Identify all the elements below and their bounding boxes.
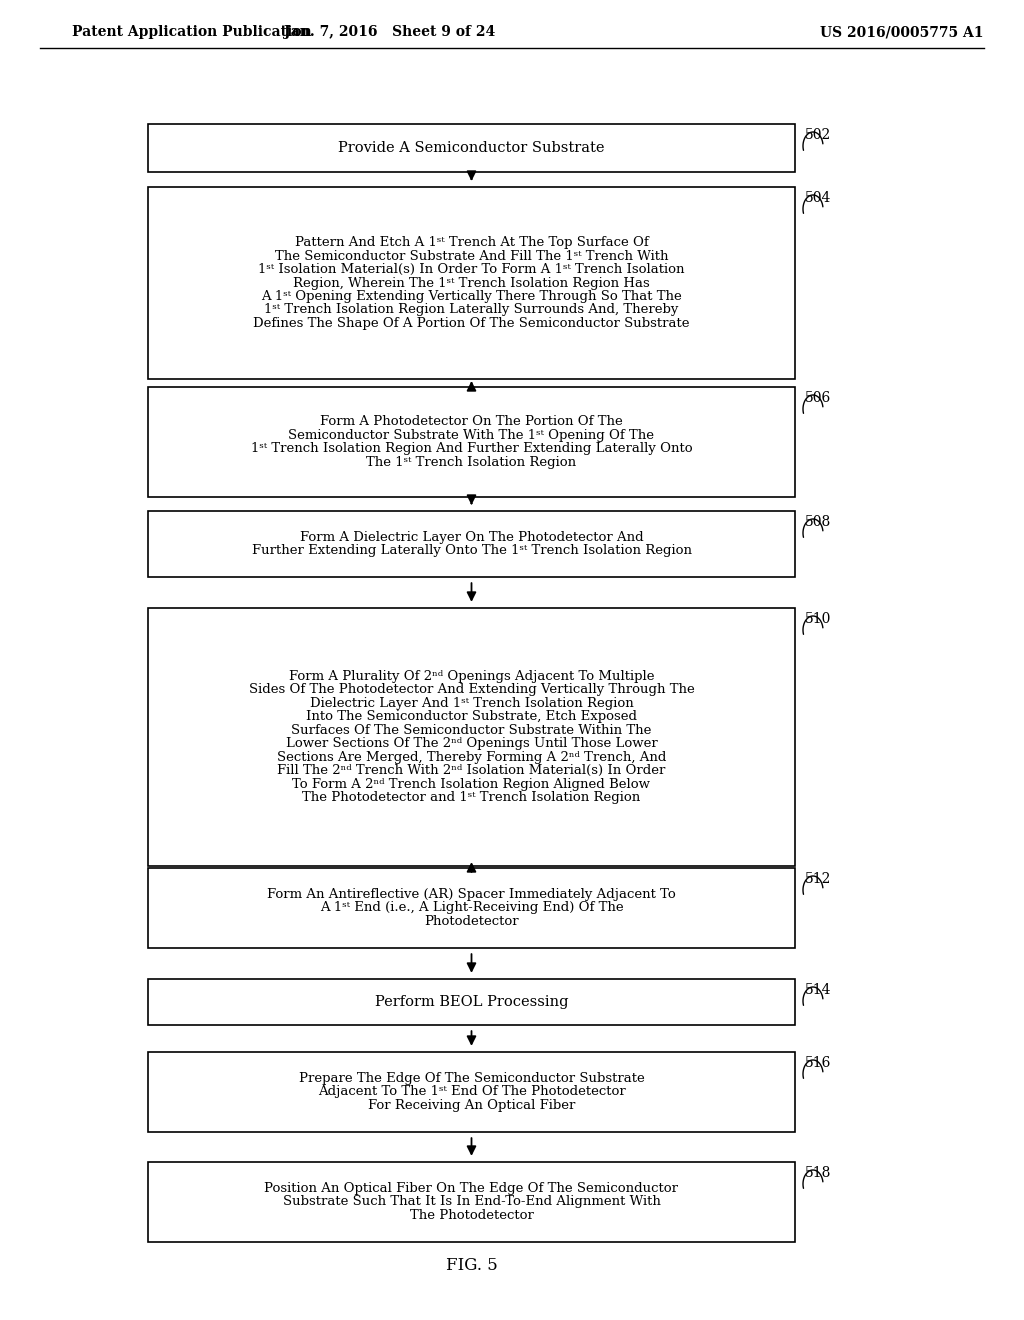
Text: Form A Dielectric Layer On The Photodetector And: Form A Dielectric Layer On The Photodete… [300,531,643,544]
Text: Form A Photodetector On The Portion Of The: Form A Photodetector On The Portion Of T… [321,416,623,428]
Text: Dielectric Layer And 1ˢᵗ Trench Isolation Region: Dielectric Layer And 1ˢᵗ Trench Isolatio… [309,697,634,710]
Text: 1ˢᵗ Trench Isolation Region Laterally Surrounds And, Thereby: 1ˢᵗ Trench Isolation Region Laterally Su… [264,304,679,317]
Text: Sections Are Merged, Thereby Forming A 2ⁿᵈ Trench, And: Sections Are Merged, Thereby Forming A 2… [276,751,667,764]
Text: Patent Application Publication: Patent Application Publication [72,25,311,40]
Text: Adjacent To The 1ˢᵗ End Of The Photodetector: Adjacent To The 1ˢᵗ End Of The Photodete… [317,1085,626,1098]
Text: To Form A 2ⁿᵈ Trench Isolation Region Aligned Below: To Form A 2ⁿᵈ Trench Isolation Region Al… [293,777,650,791]
Text: Fill The 2ⁿᵈ Trench With 2ⁿᵈ Isolation Material(s) In Order: Fill The 2ⁿᵈ Trench With 2ⁿᵈ Isolation M… [278,764,666,777]
Text: 502: 502 [805,128,831,143]
Text: 512: 512 [805,873,831,886]
Bar [148,609,795,866]
Text: 1ˢᵗ Isolation Material(s) In Order To Form A 1ˢᵗ Trench Isolation: 1ˢᵗ Isolation Material(s) In Order To Fo… [258,263,685,276]
Bar [148,187,795,379]
Bar [148,511,795,577]
Text: Jan. 7, 2016   Sheet 9 of 24: Jan. 7, 2016 Sheet 9 of 24 [285,25,496,40]
Bar [148,124,795,172]
Text: The Photodetector and 1ˢᵗ Trench Isolation Region: The Photodetector and 1ˢᵗ Trench Isolati… [302,791,641,804]
Text: The Photodetector: The Photodetector [410,1209,534,1222]
Bar [148,387,795,498]
Text: Region, Wherein The 1ˢᵗ Trench Isolation Region Has: Region, Wherein The 1ˢᵗ Trench Isolation… [293,276,650,289]
Text: 504: 504 [805,191,831,205]
Text: Pattern And Etch A 1ˢᵗ Trench At The Top Surface Of: Pattern And Etch A 1ˢᵗ Trench At The Top… [295,236,648,249]
Bar [148,979,795,1026]
Bar [148,1162,795,1242]
Text: FIG. 5: FIG. 5 [445,1257,498,1274]
Text: 510: 510 [805,612,831,626]
Text: US 2016/0005775 A1: US 2016/0005775 A1 [820,25,983,40]
Text: 508: 508 [805,515,831,529]
Bar [148,869,795,948]
Text: 514: 514 [805,983,831,997]
Text: Substrate Such That It Is In End-To-End Alignment With: Substrate Such That It Is In End-To-End … [283,1196,660,1209]
Text: Into The Semiconductor Substrate, Etch Exposed: Into The Semiconductor Substrate, Etch E… [306,710,637,723]
Text: Surfaces Of The Semiconductor Substrate Within The: Surfaces Of The Semiconductor Substrate … [291,723,651,737]
Text: 518: 518 [805,1166,831,1180]
Text: The 1ˢᵗ Trench Isolation Region: The 1ˢᵗ Trench Isolation Region [367,455,577,469]
Text: Lower Sections Of The 2ⁿᵈ Openings Until Those Lower: Lower Sections Of The 2ⁿᵈ Openings Until… [286,738,657,750]
Text: A 1ˢᵗ Opening Extending Vertically There Through So That The: A 1ˢᵗ Opening Extending Vertically There… [261,290,682,304]
Text: Perform BEOL Processing: Perform BEOL Processing [375,995,568,1008]
Text: For Receiving An Optical Fiber: For Receiving An Optical Fiber [368,1100,575,1111]
Text: Provide A Semiconductor Substrate: Provide A Semiconductor Substrate [338,141,605,154]
Text: Prepare The Edge Of The Semiconductor Substrate: Prepare The Edge Of The Semiconductor Su… [299,1072,644,1085]
Text: Further Extending Laterally Onto The 1ˢᵗ Trench Isolation Region: Further Extending Laterally Onto The 1ˢᵗ… [252,544,691,557]
Text: Photodetector: Photodetector [424,915,519,928]
Text: The Semiconductor Substrate And Fill The 1ˢᵗ Trench With: The Semiconductor Substrate And Fill The… [274,249,669,263]
Text: Defines The Shape Of A Portion Of The Semiconductor Substrate: Defines The Shape Of A Portion Of The Se… [253,317,690,330]
Text: Form An Antireflective (AR) Spacer Immediately Adjacent To: Form An Antireflective (AR) Spacer Immed… [267,888,676,902]
Text: A 1ˢᵗ End (i.e., A Light-Receiving End) Of The: A 1ˢᵗ End (i.e., A Light-Receiving End) … [319,902,624,915]
Text: 506: 506 [805,391,831,405]
Text: Form A Plurality Of 2ⁿᵈ Openings Adjacent To Multiple: Form A Plurality Of 2ⁿᵈ Openings Adjacen… [289,669,654,682]
Text: Position An Optical Fiber On The Edge Of The Semiconductor: Position An Optical Fiber On The Edge Of… [264,1181,679,1195]
Text: Semiconductor Substrate With The 1ˢᵗ Opening Of The: Semiconductor Substrate With The 1ˢᵗ Ope… [289,429,654,442]
Bar [148,1052,795,1133]
Text: 516: 516 [805,1056,831,1071]
Text: Sides Of The Photodetector And Extending Vertically Through The: Sides Of The Photodetector And Extending… [249,684,694,696]
Text: 1ˢᵗ Trench Isolation Region And Further Extending Laterally Onto: 1ˢᵗ Trench Isolation Region And Further … [251,442,692,455]
